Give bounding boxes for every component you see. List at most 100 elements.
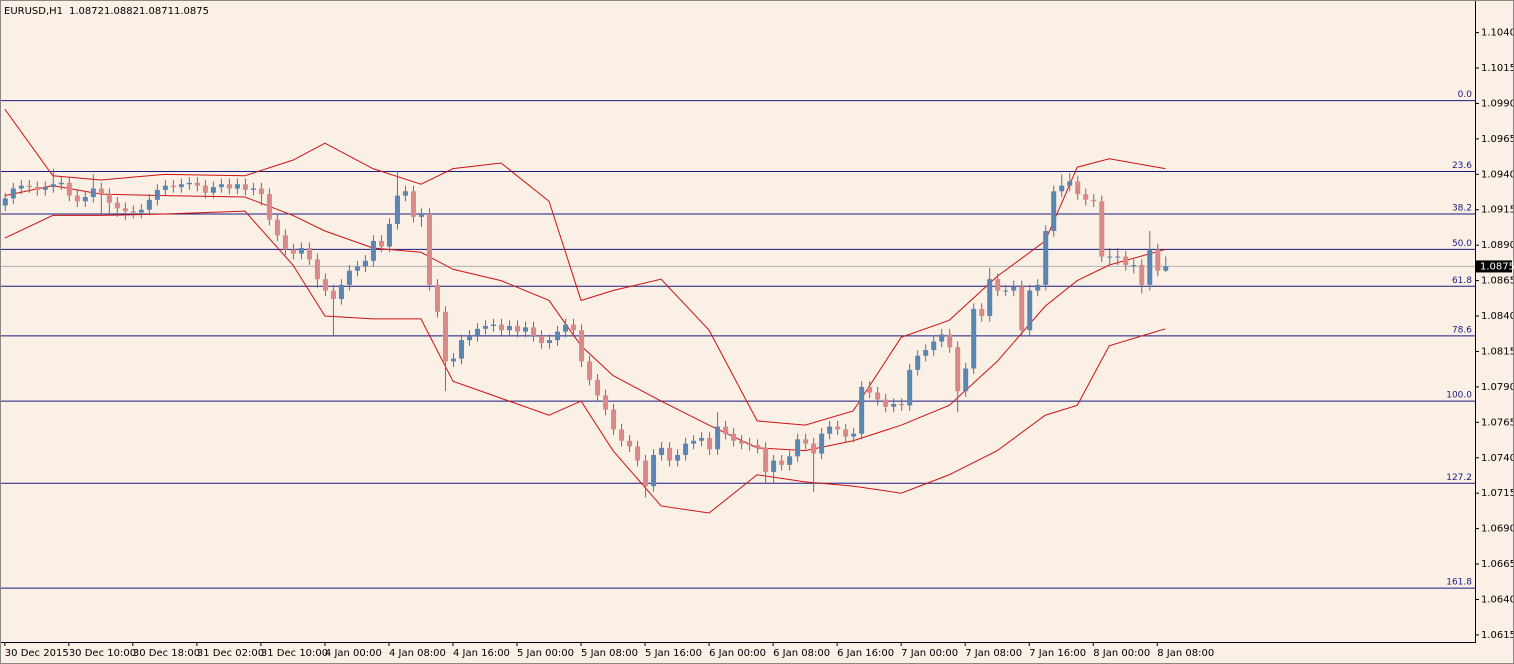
- candle-body: [763, 447, 769, 472]
- candle-body: [146, 199, 152, 210]
- candle-body: [466, 335, 472, 341]
- y-tick-label: 1.0665: [1481, 559, 1514, 570]
- candle-body: [114, 202, 120, 209]
- candle-body: [82, 196, 88, 202]
- candle-body: [507, 325, 513, 331]
- candle-body: [1139, 265, 1145, 285]
- candle-body: [434, 284, 440, 312]
- candle-body: [899, 403, 905, 406]
- y-tick-label: 1.1040: [1481, 28, 1514, 39]
- candle-body: [835, 426, 841, 430]
- x-tick-label: 4 Jan 08:00: [389, 648, 446, 659]
- candle-body: [787, 456, 793, 465]
- candle-body: [1099, 201, 1105, 257]
- y-tick-label: 1.0815: [1481, 346, 1514, 357]
- candle-body: [154, 189, 160, 200]
- candle-body: [250, 188, 256, 190]
- candle-body: [298, 248, 304, 254]
- candle-body: [442, 311, 448, 362]
- candle-body: [282, 235, 288, 250]
- candle-body: [819, 433, 825, 454]
- candle-body: [58, 182, 64, 185]
- y-tick-label: 1.0790: [1481, 382, 1514, 393]
- candle-body: [170, 185, 176, 188]
- y-tick-label: 1.0640: [1481, 594, 1514, 605]
- candle-body: [1163, 266, 1169, 271]
- candle-body: [122, 208, 128, 212]
- x-tick-label: 5 Jan 16:00: [645, 648, 702, 659]
- candle-body: [723, 426, 729, 434]
- candle-body: [186, 182, 192, 185]
- candle-body: [418, 214, 424, 217]
- candle-body: [515, 325, 521, 332]
- candle-body: [523, 327, 529, 332]
- candle-body: [859, 386, 865, 434]
- candle-body: [290, 249, 296, 254]
- candle-body: [1027, 290, 1033, 331]
- candle-body: [50, 184, 56, 188]
- candle-body: [891, 403, 897, 407]
- candle-body: [482, 325, 488, 329]
- candle-body: [194, 182, 200, 186]
- candle-body: [458, 340, 464, 359]
- fib-label: 50.0: [1452, 239, 1472, 249]
- y-tick-label: 1.0715: [1481, 488, 1514, 499]
- candle-body: [611, 409, 617, 430]
- last-close: 1.0875: [174, 6, 209, 17]
- candle-body: [306, 248, 312, 260]
- x-tick-label: 4 Jan 00:00: [325, 648, 382, 659]
- fib-label: 61.8: [1452, 276, 1472, 286]
- candle-body: [571, 324, 577, 331]
- candle-body: [26, 185, 32, 188]
- candle-body: [811, 443, 817, 454]
- fib-label: 23.6: [1452, 161, 1472, 171]
- candle-body: [547, 340, 553, 343]
- candle-body: [627, 440, 633, 447]
- candle-body: [1019, 286, 1025, 331]
- candle-body: [675, 454, 681, 461]
- candle-body: [867, 386, 873, 393]
- candle-body: [162, 185, 168, 190]
- candle-body: [995, 279, 1001, 291]
- x-tick-label: 30 Dec 2015: [5, 648, 69, 659]
- candle-body: [370, 240, 376, 261]
- symbol: EURUSD,H1: [4, 6, 63, 17]
- x-tick-label: 5 Jan 08:00: [581, 648, 638, 659]
- x-tick-label: 31 Dec 10:00: [261, 648, 328, 659]
- candle-body: [739, 440, 745, 444]
- candle-body: [266, 194, 272, 220]
- candle-body: [491, 324, 497, 326]
- fib-label: 38.2: [1452, 204, 1472, 214]
- y-tick-label: 1.0740: [1481, 453, 1514, 464]
- x-tick-label: 6 Jan 16:00: [837, 648, 894, 659]
- candle-body: [587, 361, 593, 380]
- candle-body: [34, 187, 40, 190]
- candle-body: [795, 439, 801, 457]
- candle-body: [106, 194, 112, 203]
- candle-body: [731, 433, 737, 441]
- y-tick-label: 1.0765: [1481, 417, 1514, 428]
- candle-body: [939, 334, 945, 342]
- candle-body: [563, 324, 569, 332]
- candle-body: [907, 369, 913, 406]
- candle-body: [979, 308, 985, 317]
- candle-body: [947, 334, 953, 348]
- candle-body: [1051, 191, 1057, 232]
- last-price-label: 1.0875: [1480, 261, 1514, 272]
- candle-body: [218, 184, 224, 188]
- candle-body: [779, 460, 785, 465]
- candle-body: [330, 290, 336, 300]
- candle-body: [210, 187, 216, 193]
- candle-body: [1107, 256, 1113, 258]
- candle-body: [803, 439, 809, 444]
- y-tick-label: 1.0840: [1481, 311, 1514, 322]
- candle-body: [1083, 194, 1089, 200]
- candle-body: [1115, 256, 1121, 258]
- fib-label: 127.2: [1446, 473, 1472, 483]
- candle-body: [643, 460, 649, 487]
- candle-body: [354, 266, 360, 271]
- x-tick-label: 6 Jan 08:00: [773, 648, 830, 659]
- x-tick-label: 5 Jan 00:00: [517, 648, 574, 659]
- candle-body: [1043, 231, 1049, 285]
